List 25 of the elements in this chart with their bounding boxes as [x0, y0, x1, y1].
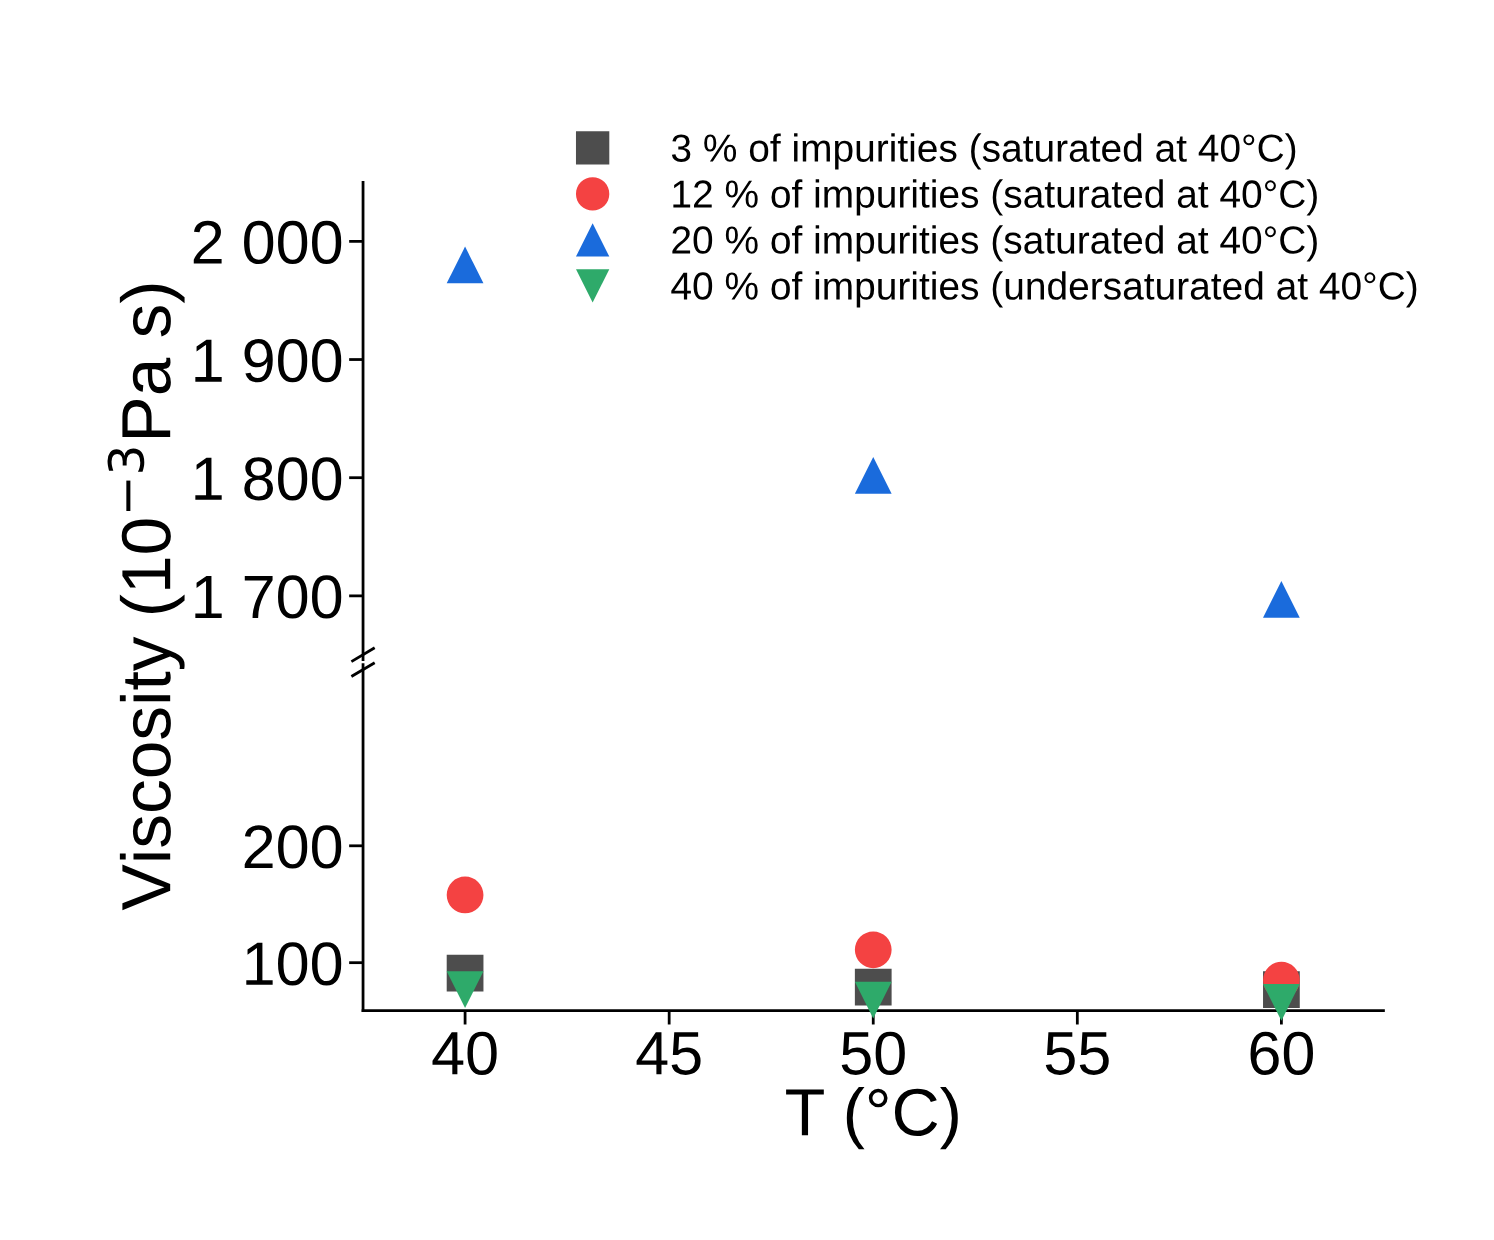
point [446, 246, 484, 284]
x-tick-label: 55 [1045, 1032, 1109, 1075]
y-tick-label: 1 900 [195, 339, 342, 383]
y-tick-label: 100 [246, 942, 342, 986]
y-tick-label: 2 000 [193, 220, 342, 265]
y-axis-title: Viscosity (10$^{−3}$Pa s) [107, 284, 185, 911]
x-tick-label: 45 [636, 1032, 701, 1075]
point [1263, 581, 1300, 618]
point [446, 971, 484, 1008]
y-tick-label: 1 700 [195, 575, 342, 619]
legend-label: 20 % of impurities (saturated at 40°C) [672, 225, 1317, 262]
x-tick-label: 40 [432, 1031, 497, 1075]
y-tick-label: 200 [244, 825, 342, 869]
legend-label: 40 % of impurities (undersaturated at 40°C) [671, 271, 1417, 308]
x-tick-label: 60 [1250, 1031, 1313, 1075]
point [1263, 984, 1300, 1021]
x-axis-title: T (°C) [786, 1087, 958, 1150]
legend-label: 3 % of impurities (saturated at 40°C) [671, 133, 1296, 170]
point [854, 456, 892, 494]
x-tick-label: 50 [841, 1031, 905, 1075]
legend-label: 12 % of impurities (saturated at 40°C) [673, 179, 1317, 216]
point [854, 981, 892, 1019]
point [854, 931, 892, 969]
y-tick-label: 1 800 [195, 457, 342, 501]
point [446, 876, 484, 914]
